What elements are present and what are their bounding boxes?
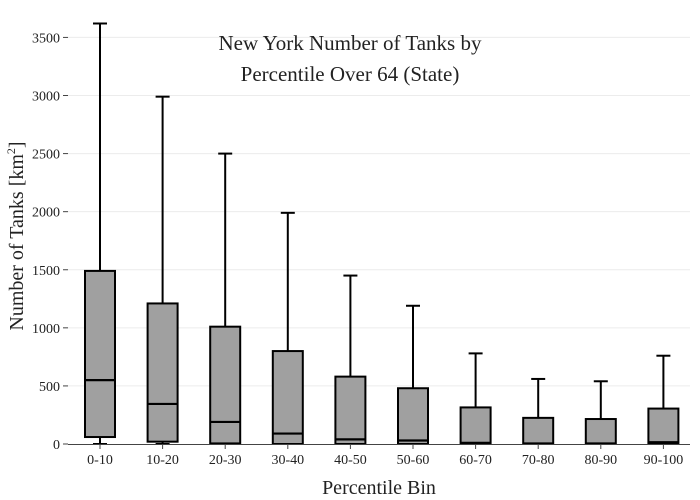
y-tick-label: 2500 [32,148,60,163]
y-tick-label: 3500 [32,31,60,46]
x-axis-ticks: 0-10 10-20 20-30 30-40 40-50 50-60 60-70 70-80 8… [87,444,683,468]
box-series [84,22,680,446]
iqr-box [334,375,367,446]
y-axis-label-close: ] [6,141,28,148]
box-plot-40-50 [334,274,367,446]
iqr-box [459,406,492,446]
iqr-box [271,350,304,445]
y-tick-label: 3000 [32,90,60,105]
y-tick-label: 1500 [32,264,60,279]
x-tick-label: 40-50 [334,453,367,468]
chart-title-line-2: Percentile Over 64 (State) [241,62,460,86]
box-plot-50-60 [397,304,429,445]
y-tick-label: 0 [53,438,60,453]
x-tick-label: 60-70 [459,453,492,468]
iqr-box [84,269,116,439]
box-plot-60-70 [459,352,492,446]
iqr-box [209,325,242,445]
iqr-box [146,302,179,443]
y-tick-label: 500 [39,380,60,395]
box-plot-10-20 [146,95,179,445]
box-plot-90-100 [647,354,680,445]
box-plot-20-30 [209,152,242,445]
chart-title-line-1: New York Number of Tanks by [219,31,482,55]
box-plot-0-10 [84,22,116,445]
iqr-box [397,387,429,445]
x-tick-label: 80-90 [584,453,617,468]
x-tick-label: 10-20 [146,453,179,468]
y-axis-label-superscript: 2 [4,148,18,154]
x-tick-label: 70-80 [522,453,555,468]
iqr-box [647,407,680,445]
box-plot-30-40 [271,211,304,445]
x-axis-label: Percentile Bin [322,477,436,499]
y-tick-label: 2000 [32,206,60,221]
box-plot-70-80 [522,377,555,445]
y-axis-label-text: Number of Tanks [km [6,154,28,331]
x-tick-label: 50-60 [397,453,430,468]
box-plot-80-90 [584,380,617,445]
y-axis-label: Number of Tanks [km2] [4,141,28,330]
y-axis-ticks: 0 500 1000 1500 2000 2500 3000 3500 [32,31,68,453]
iqr-box [522,416,555,445]
x-tick-label: 90-100 [644,453,684,468]
x-tick-label: 20-30 [209,453,242,468]
iqr-box [584,418,617,445]
x-tick-label: 30-40 [271,453,304,468]
x-tick-label: 0-10 [87,453,113,468]
y-tick-label: 1000 [32,322,60,337]
